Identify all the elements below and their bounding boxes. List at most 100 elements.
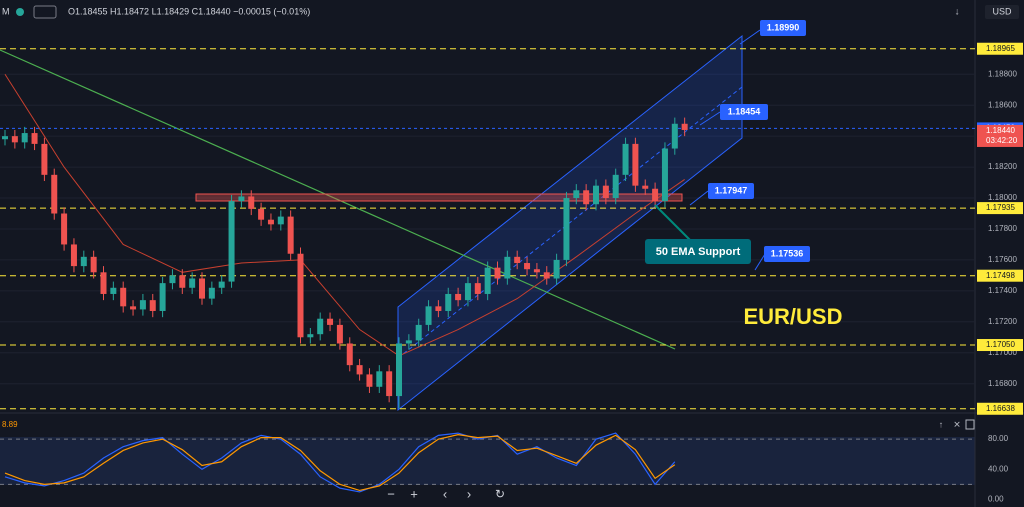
candle-body (652, 188, 659, 202)
candle-body (110, 287, 117, 294)
oscillator-value: 8.89 (2, 420, 18, 429)
candle-body (267, 219, 274, 225)
y-tick-label: 1.18000 (988, 193, 1017, 202)
level-label: 1.18965 (986, 44, 1015, 53)
candle-body (218, 281, 225, 288)
last-price-label: 1.18440 (986, 126, 1015, 135)
callout-label: 1.18990 (767, 22, 800, 32)
candle-body (307, 334, 314, 338)
y-tick-label: 1.17400 (988, 286, 1017, 295)
candle-body (100, 272, 107, 294)
scroll-right[interactable]: › (467, 486, 471, 501)
candle-body (238, 196, 245, 202)
candle-body (583, 190, 590, 205)
reset[interactable]: ↻ (495, 487, 505, 501)
candle-body (179, 275, 186, 288)
candle-body (405, 340, 412, 344)
candle-body (504, 256, 511, 279)
candles (2, 73, 688, 409)
candle-body (317, 318, 324, 335)
currency[interactable]: USD (992, 6, 1012, 16)
candle-body (51, 174, 58, 214)
candle-body (346, 343, 353, 366)
countdown: 03:42:20 (986, 136, 1018, 145)
toggle[interactable] (33, 5, 57, 19)
candle-body (553, 259, 560, 279)
callout-box (760, 20, 806, 36)
pane-up[interactable]: ↑ (939, 419, 944, 429)
y-tick-label: 1.16800 (988, 379, 1017, 388)
candle-body (130, 306, 137, 310)
grid (0, 73, 975, 385)
y-tick-label: 1.18800 (988, 69, 1017, 78)
callout-label: 1.18454 (728, 106, 761, 116)
candle-body (632, 143, 639, 186)
osc-line (4, 432, 676, 493)
scale-button[interactable]: ↓ (955, 7, 960, 18)
candle-body (484, 267, 491, 294)
candle-body (189, 278, 196, 288)
level-box (977, 269, 1023, 282)
candle-body (494, 267, 501, 279)
scroll-left[interactable]: ‹ (443, 486, 447, 501)
level-box (977, 339, 1023, 352)
candle-body (327, 318, 334, 325)
candle-body (681, 123, 688, 130)
pane-maximize[interactable] (965, 419, 975, 430)
callout-label: 50 EMA Support (656, 246, 741, 258)
level-box (977, 402, 1023, 415)
resistance-zone (195, 193, 683, 202)
candle-body (445, 293, 452, 311)
candle-body (248, 196, 255, 209)
candle-body (21, 133, 28, 143)
candle-body (396, 343, 402, 397)
candle-body (169, 275, 176, 284)
candle-body (464, 283, 471, 301)
osc-tick-label: 40.00 (988, 464, 1009, 473)
trend-line (0, 49, 676, 350)
y-tick-label: 1.18200 (988, 162, 1017, 171)
callout-box (764, 246, 810, 262)
candle-body (11, 136, 18, 143)
pane-close[interactable]: ✕ (953, 419, 961, 429)
osc-tick-label: 0.00 (988, 495, 1004, 504)
candle-body (435, 306, 442, 311)
candle-body (287, 216, 294, 254)
y-tick-label: 1.18600 (988, 100, 1017, 109)
candle-body (524, 263, 531, 270)
level-box (977, 202, 1023, 215)
oscillator (0, 432, 975, 493)
candle-body (139, 300, 146, 310)
candle-body (2, 136, 8, 140)
candle-body (671, 123, 678, 149)
ema-line (4, 73, 685, 357)
callout-box (708, 183, 754, 199)
zoom-out[interactable]: − (387, 486, 395, 501)
callout-pointer (689, 190, 709, 206)
level-label: 1.16638 (986, 404, 1015, 413)
last-price-box (977, 124, 1023, 147)
candle-body (386, 371, 393, 397)
candle-body (149, 300, 156, 311)
candle-body (31, 133, 38, 144)
zoom-in[interactable]: + (410, 486, 418, 501)
ohlc-legend: O1.18455 H1.18472 L1.18429 C1.18440 −0.0… (68, 6, 310, 16)
callout-label: 1.17536 (771, 248, 804, 258)
y-tick-label: 1.17800 (988, 224, 1017, 233)
candle-body (533, 269, 540, 273)
candle-body (336, 324, 343, 344)
candle-body (70, 244, 77, 267)
candle-body (199, 278, 205, 299)
currency-box[interactable] (985, 5, 1019, 19)
callout-label: 1.17947 (715, 185, 748, 195)
callout-box (720, 104, 768, 120)
levels (0, 48, 975, 410)
candle-body (90, 256, 97, 273)
level-label: 1.17050 (986, 340, 1015, 349)
pair-label: EUR/USD (743, 304, 842, 329)
callout-box (645, 239, 751, 264)
level-label: 1.17498 (986, 271, 1015, 280)
